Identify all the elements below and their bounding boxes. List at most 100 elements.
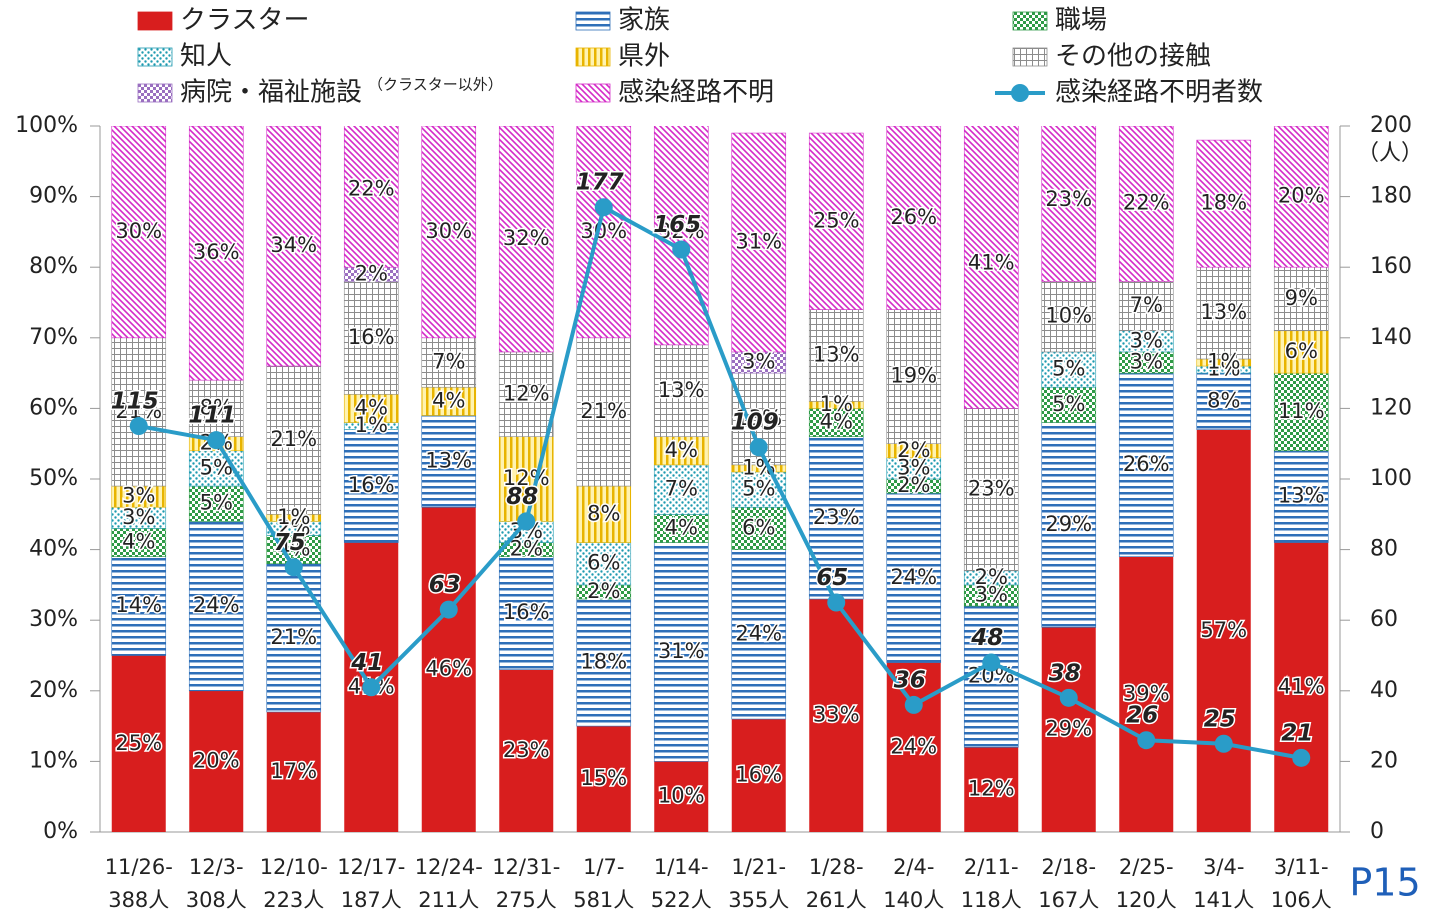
segment-label: 5% (200, 491, 233, 515)
segment-label: 21% (270, 625, 317, 649)
segment-label: 46% (425, 657, 472, 681)
legend-label: クラスター (180, 6, 309, 36)
line-point (1292, 748, 1311, 767)
bar-segment (963, 408, 1019, 572)
line-label: 65 (816, 565, 848, 591)
legend-label: 家族 (618, 6, 670, 36)
segment-label: 41% (968, 251, 1015, 275)
bar-segment (808, 408, 864, 437)
y-tick-label: 10% (29, 748, 78, 773)
segment-label: 5% (1052, 357, 1085, 381)
bar-segment (343, 126, 399, 268)
bar-segment (731, 506, 787, 550)
line-point (749, 438, 768, 457)
y2-tick-label: 180 (1370, 184, 1412, 209)
segment-label: 13% (1278, 484, 1325, 508)
line-label: 111 (188, 403, 236, 429)
segment-label: 2% (355, 261, 388, 285)
bar-segment (886, 126, 942, 310)
line-label: 25 (1204, 706, 1236, 732)
segment-label: 1% (1207, 357, 1240, 381)
x-tick-label: 12/3- (189, 855, 244, 879)
y-tick-label: 100% (15, 113, 78, 138)
segment-label: 2% (897, 438, 930, 462)
bar-segment (653, 464, 709, 515)
bar-segment (653, 513, 709, 543)
line-point (1137, 731, 1156, 750)
y-tick-label: 50% (29, 466, 78, 491)
segment-label: 33% (813, 703, 860, 727)
segment-label: 24% (735, 621, 782, 645)
segment-label: 30% (425, 219, 472, 243)
segment-label: 4% (122, 530, 155, 554)
y-tick-label: 90% (29, 184, 78, 209)
y-tick-label: 40% (29, 537, 78, 562)
line-point (207, 431, 226, 450)
bar-segment (111, 528, 167, 557)
line-point (129, 417, 148, 436)
bar-segment (1119, 556, 1174, 832)
segment-label: 6% (742, 515, 775, 539)
bar-segment (421, 415, 477, 508)
segment-label: 1% (355, 413, 388, 437)
x-tick-label: 1/7- (583, 855, 624, 879)
bar-segment (188, 379, 244, 437)
x-total-label: 211人 (418, 888, 479, 912)
bar-segment (111, 337, 167, 487)
y2-tick-label: 40 (1370, 678, 1398, 703)
segment-label: 13% (658, 378, 705, 402)
bar-segment (499, 669, 554, 832)
segment-label: 4% (665, 438, 698, 462)
segment-label: 12% (968, 777, 1015, 801)
x-tick-label: 2/4- (893, 855, 934, 879)
segment-label: 7% (1130, 293, 1163, 317)
legend-swatch (137, 83, 173, 103)
legend-swatch (137, 47, 173, 67)
bar-segment (343, 429, 399, 543)
bar-segment (1196, 372, 1252, 430)
bar-segment (1274, 542, 1329, 832)
bar-segment (1041, 627, 1096, 832)
segment-label: 30% (580, 219, 627, 243)
segment-label: 13% (813, 342, 860, 366)
line-label: 63 (429, 572, 461, 598)
segment-label: 16% (348, 325, 395, 349)
line-label: 165 (653, 212, 701, 238)
legend-swatch (575, 11, 611, 31)
segment-label: 16% (735, 763, 782, 787)
segment-label: 41% (1278, 674, 1325, 698)
x-total-label: 120人 (1116, 888, 1177, 912)
segment-label: 21% (580, 399, 627, 423)
segment-label: 31% (658, 639, 705, 663)
segment-label: 12% (503, 466, 550, 490)
bar-segment (343, 281, 399, 395)
bar-segment (731, 719, 786, 832)
bar-segment (111, 556, 167, 656)
segment-label: 11% (1278, 399, 1325, 423)
x-tick-label: 12/17- (337, 855, 405, 879)
legend-swatch (137, 11, 173, 31)
segment-label: 3% (122, 484, 155, 508)
segment-label: 10% (1045, 304, 1092, 328)
bar-segment (1196, 266, 1252, 360)
bar-segment (886, 662, 941, 832)
x-total-label: 140人 (883, 888, 944, 912)
legend-note: （クラスター以外） (368, 76, 503, 94)
legend-label: 知人 (180, 42, 232, 72)
segment-label: 4% (355, 395, 388, 419)
line-point (439, 600, 458, 619)
x-total-label: 522人 (651, 888, 712, 912)
bar-segment (343, 393, 399, 423)
x-tick-label: 2/11- (964, 855, 1019, 879)
segment-label: 3% (1130, 350, 1163, 374)
line-label: 115 (111, 389, 159, 415)
legend-swatch (1012, 47, 1048, 67)
line-point (362, 678, 381, 697)
segment-label: 23% (968, 477, 1015, 501)
segment-label: 29% (1045, 717, 1092, 741)
segment-label: 23% (813, 505, 860, 529)
y2-tick-label: 20 (1370, 748, 1398, 773)
segment-label: 8% (200, 395, 233, 419)
bar-segment (1041, 386, 1097, 423)
